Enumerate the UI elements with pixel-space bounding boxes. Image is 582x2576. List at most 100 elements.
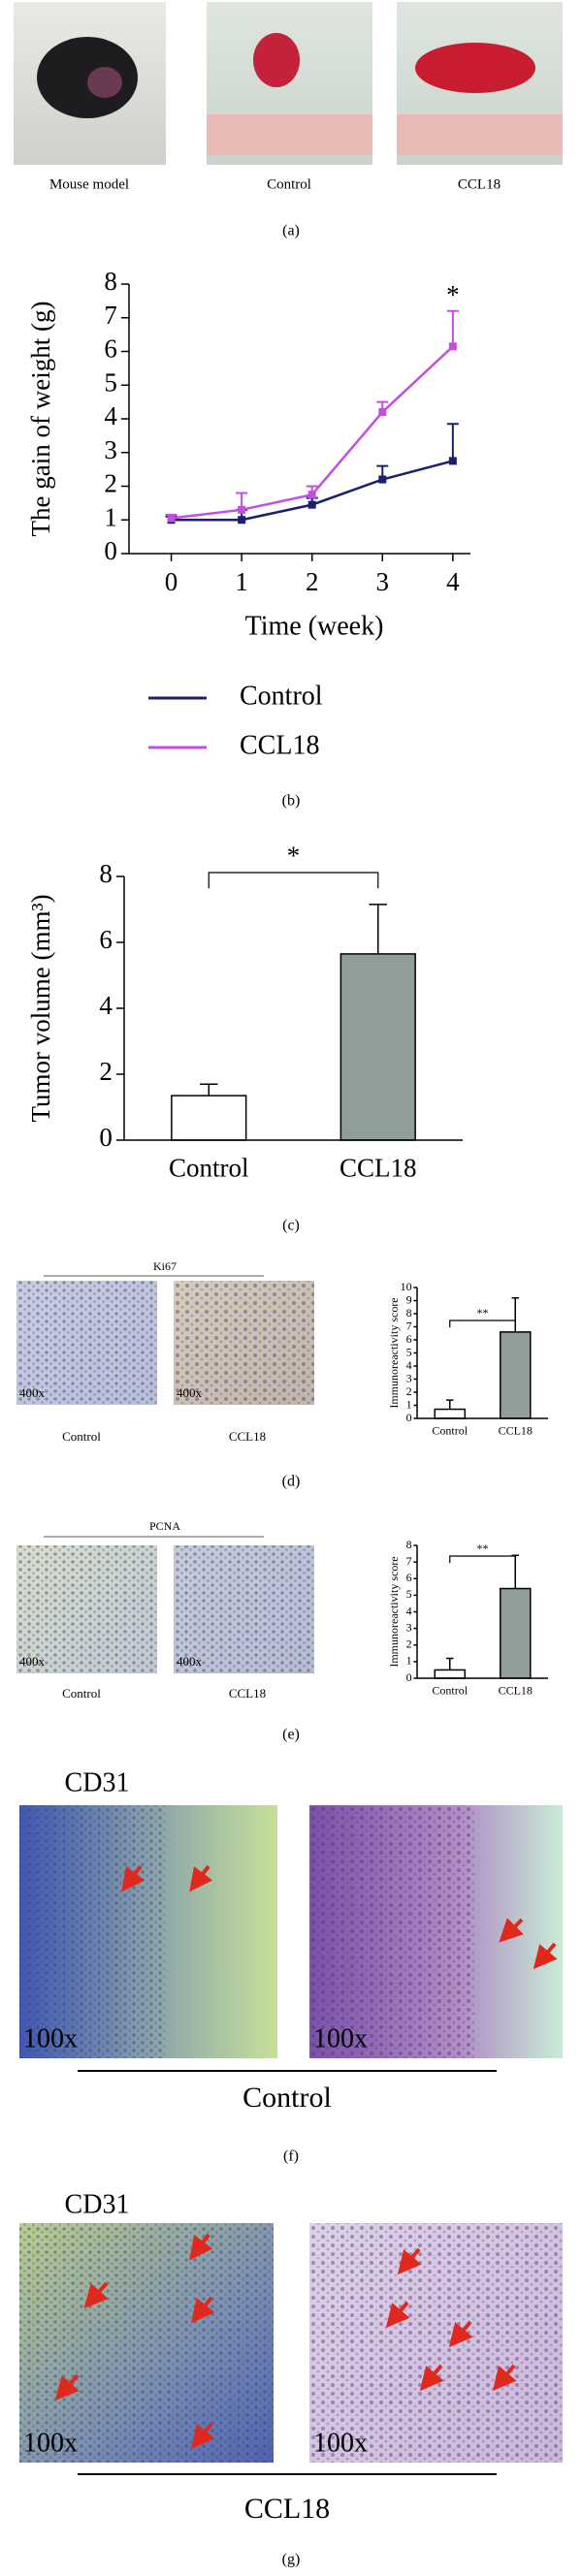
photo-texture: [19, 1805, 165, 2058]
bar: [499, 1331, 532, 1419]
error-bar: [200, 1083, 218, 1097]
significance-bracket: [449, 1320, 516, 1328]
caption: CCL18: [229, 1686, 266, 1701]
photos-f: CD31 100x 100x Control (f): [19, 1767, 563, 2165]
panel-label: (a): [282, 223, 300, 239]
bar: [499, 1587, 532, 1679]
arrow: [189, 2233, 213, 2261]
arrow: [492, 2364, 517, 2392]
photo-texture: [174, 1545, 314, 1673]
bar: [434, 1408, 467, 1419]
magnification: 400x: [19, 1654, 46, 1669]
photos-e: PCNA 400x 400x Control CCL18 (e): [16, 1519, 314, 1743]
y-tick-label: 1: [406, 1397, 412, 1411]
caption: Control: [62, 1429, 101, 1444]
y-tick-label: 4: [406, 1358, 412, 1372]
point: [378, 475, 387, 484]
panel-label: (g): [282, 2552, 301, 2568]
photos-g: CD31 100x 100x CCL18 (g): [19, 2189, 563, 2568]
error-bar: [446, 1399, 454, 1410]
arrow: [83, 2281, 109, 2308]
x-axis-label: Time (week): [245, 611, 384, 641]
significance: *: [446, 280, 460, 309]
x-tick-label: Control: [432, 1424, 468, 1438]
significance-bracket: [208, 872, 379, 889]
magnification: 100x: [23, 2428, 78, 2458]
panel-label: (d): [282, 1474, 301, 1490]
mouse-shape: [37, 37, 138, 118]
y-tick-label: 2: [99, 1057, 113, 1086]
y-tick-label: 5: [406, 1587, 412, 1601]
arrow: [448, 2320, 473, 2348]
point: [307, 491, 316, 499]
y-tick-label: 6: [406, 1332, 412, 1346]
caption: Control: [267, 176, 311, 192]
bar: [340, 953, 416, 1141]
stain-title: CD31: [65, 1767, 130, 1797]
panel-label: (f): [283, 2148, 299, 2165]
y-tick-label: 0: [406, 1411, 412, 1424]
significance-bracket: [449, 1555, 516, 1564]
y-tick-label: 8: [406, 1306, 412, 1320]
y-tick-label: 2: [406, 1638, 412, 1651]
y-tick-label: 0: [406, 1670, 412, 1684]
x-tick-label: 1: [235, 567, 248, 596]
x-tick-label: 4: [446, 567, 460, 596]
legend-label: Control: [240, 681, 323, 711]
x-tick-label: 2: [306, 567, 319, 596]
y-tick-label: 4: [104, 401, 117, 430]
point: [167, 514, 176, 523]
y-axis-label: Immunoreactivity score: [387, 1297, 401, 1408]
panel-label: (e): [282, 1727, 300, 1743]
ruler: [397, 114, 563, 155]
caption: CCL18: [229, 1429, 266, 1444]
y-tick-label: 5: [406, 1345, 412, 1358]
y-tick-label: 0: [104, 536, 117, 565]
y-tick-label: 6: [406, 1571, 412, 1584]
arrow: [419, 2364, 444, 2392]
bar: [434, 1669, 467, 1679]
y-tick-label: 7: [406, 1554, 412, 1568]
arrow: [397, 2247, 422, 2275]
y-tick-label: 7: [406, 1319, 412, 1332]
magnification: 100x: [313, 2023, 368, 2053]
photo-texture: [16, 1545, 157, 1673]
y-axis-label: The gain of weight (g): [26, 302, 55, 537]
significance: **: [477, 1542, 489, 1555]
photo-texture: [19, 2223, 274, 2463]
point: [238, 516, 246, 525]
tumor-shape: [415, 43, 535, 93]
photo-texture: [16, 1281, 157, 1405]
arrow: [499, 1918, 524, 1943]
y-tick-label: 1: [104, 502, 117, 531]
y-tick-label: 2: [406, 1384, 412, 1398]
arrow: [121, 1864, 146, 1892]
stain-title: PCNA: [149, 1519, 180, 1533]
point: [448, 342, 457, 351]
magnification: 100x: [313, 2428, 368, 2458]
error-bar: [446, 1657, 454, 1670]
y-tick-label: 1: [406, 1654, 412, 1668]
ruler: [207, 114, 372, 155]
stain-title: CD31: [65, 2189, 130, 2219]
y-tick-label: 10: [401, 1280, 412, 1293]
caption: Mouse model: [49, 176, 129, 192]
panel-label: (b): [282, 793, 301, 810]
bar: [171, 1095, 247, 1141]
x-tick-label: Control: [169, 1153, 249, 1182]
magnification: 100x: [23, 2023, 78, 2053]
y-tick-label: 2: [104, 469, 117, 498]
y-tick-label: 4: [406, 1604, 412, 1617]
error-bar: [369, 904, 387, 954]
significance: **: [477, 1306, 489, 1320]
y-tick-label: 8: [406, 1538, 412, 1551]
significance: *: [287, 841, 301, 870]
photos-d: Ki67 400x 400x Control CCL18 (d): [16, 1259, 314, 1490]
y-tick-label: 7: [104, 301, 117, 330]
y-tick-label: 3: [104, 435, 117, 464]
y-tick-label: 0: [99, 1123, 113, 1152]
y-axis-label: Tumor volume (mm³): [26, 894, 55, 1122]
arrow: [54, 2373, 80, 2401]
